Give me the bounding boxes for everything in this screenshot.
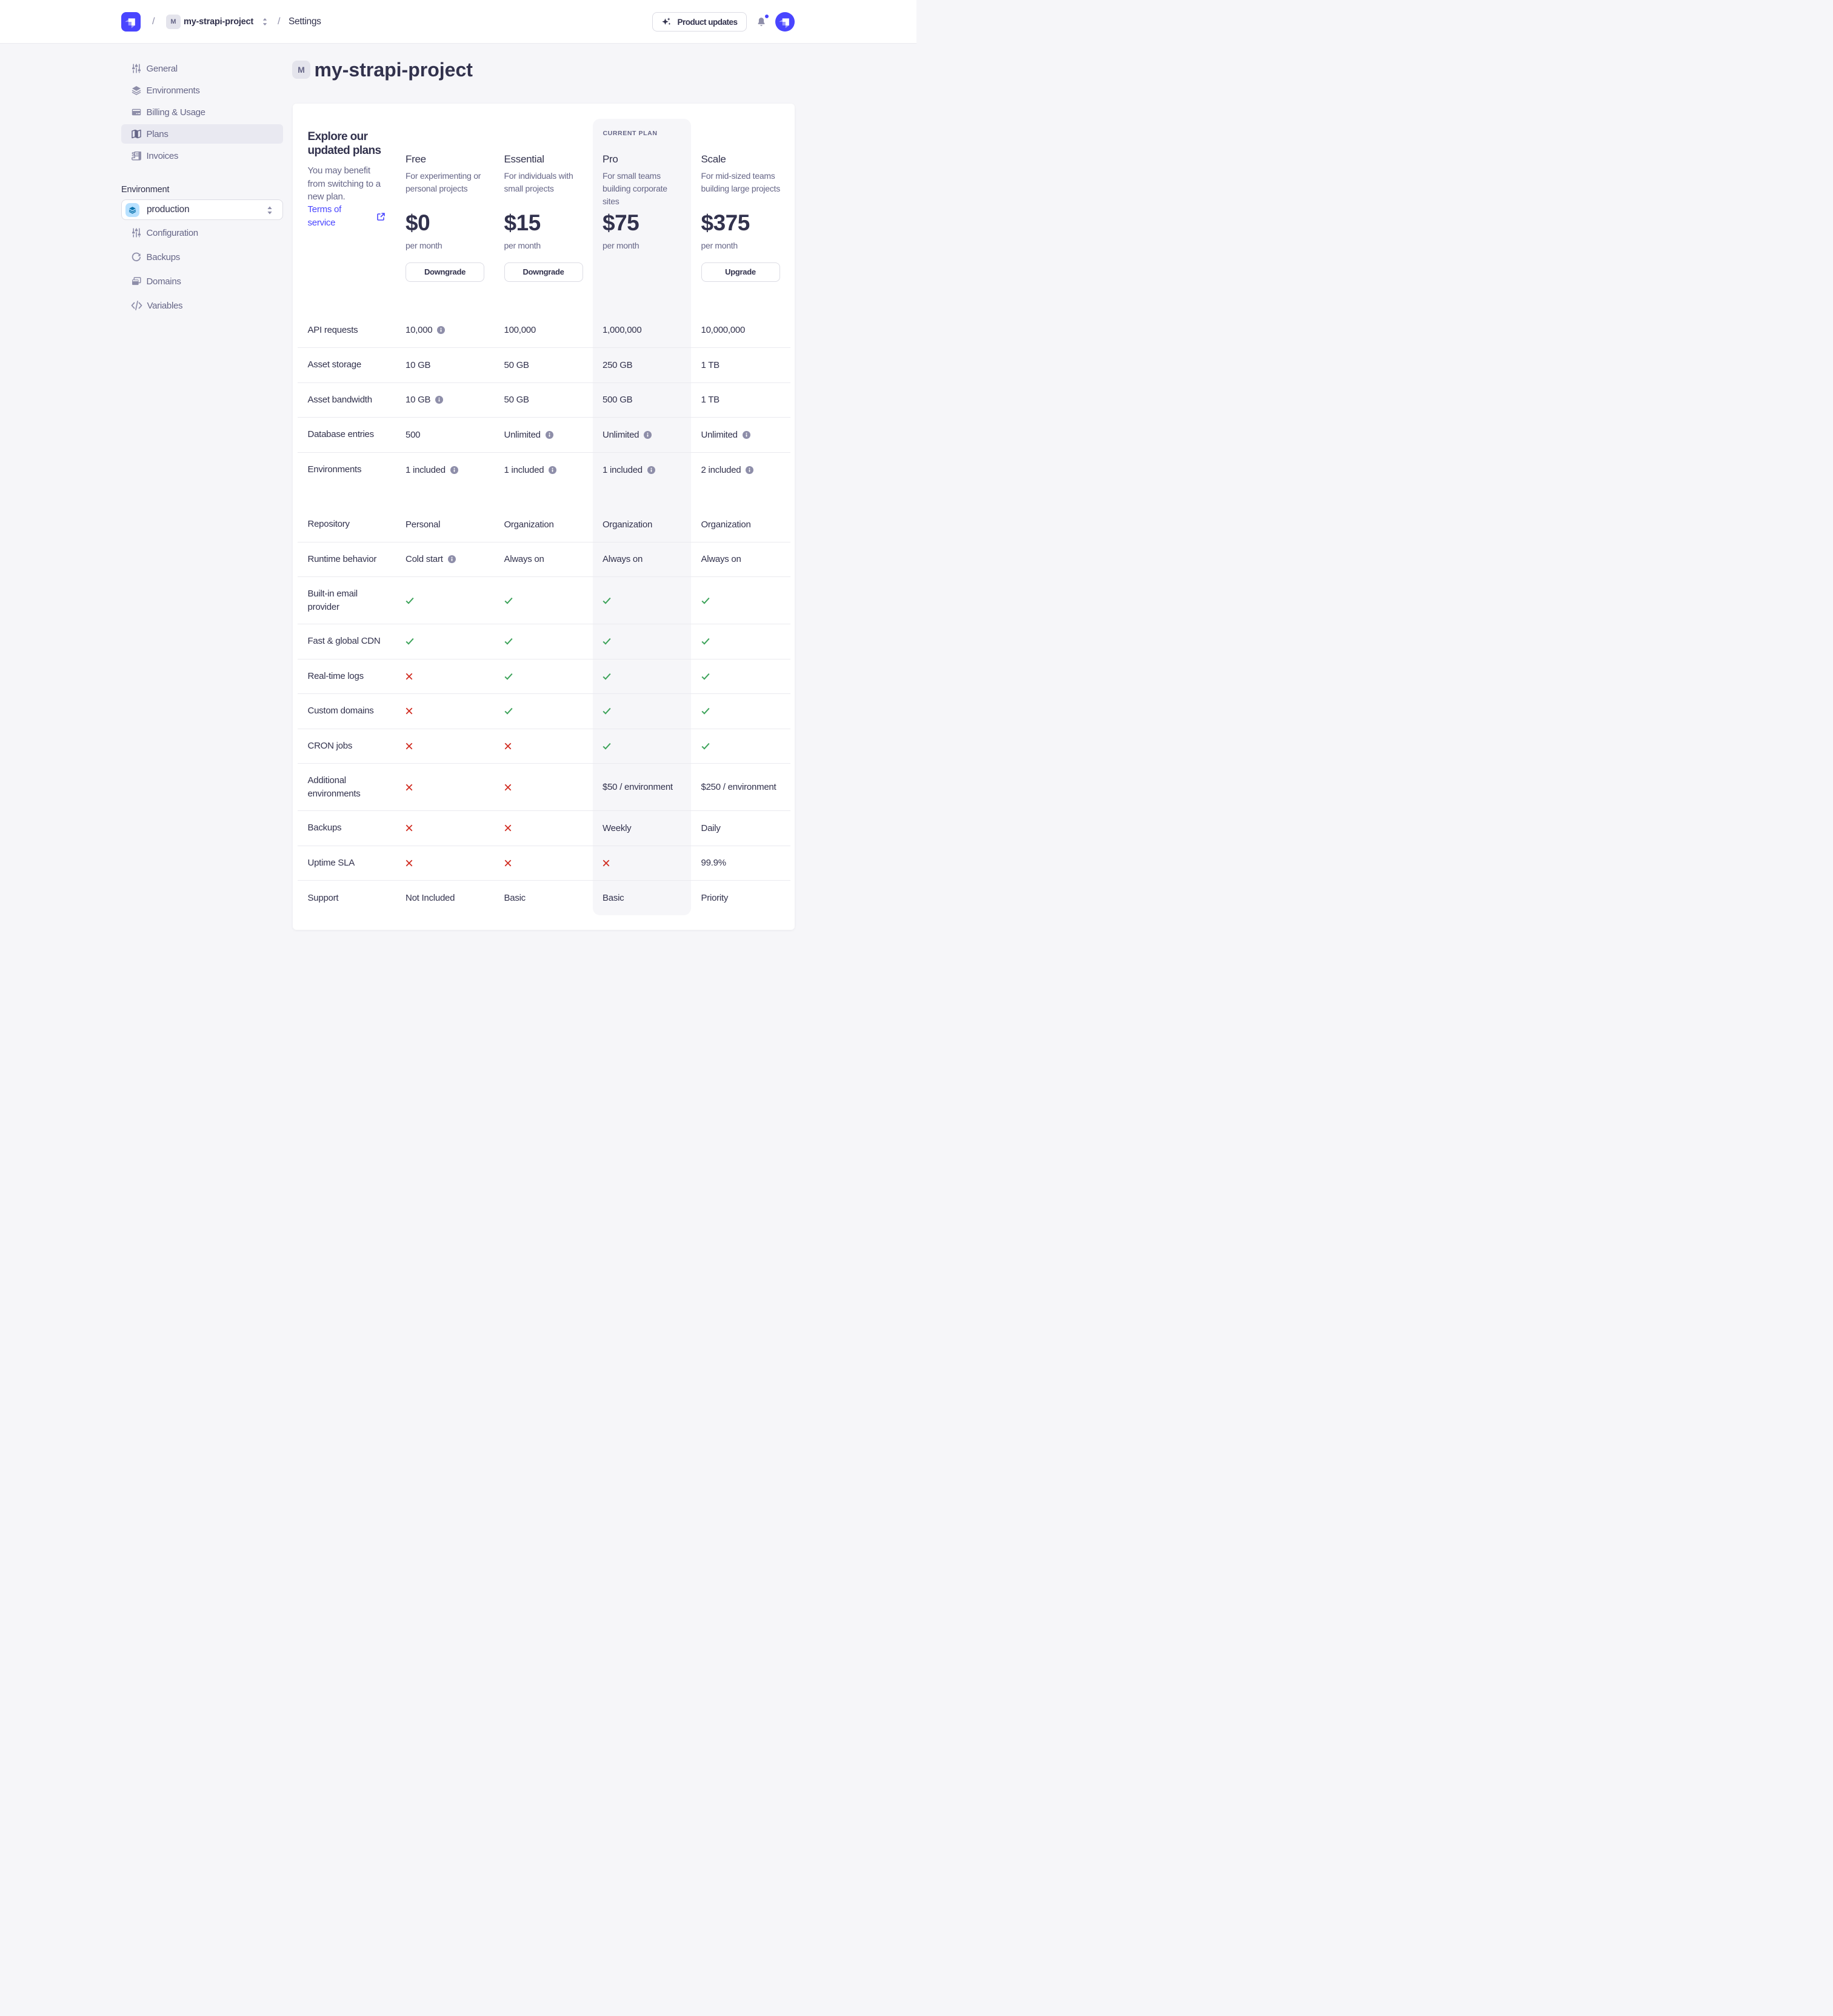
- svg-text:$: $: [132, 151, 135, 158]
